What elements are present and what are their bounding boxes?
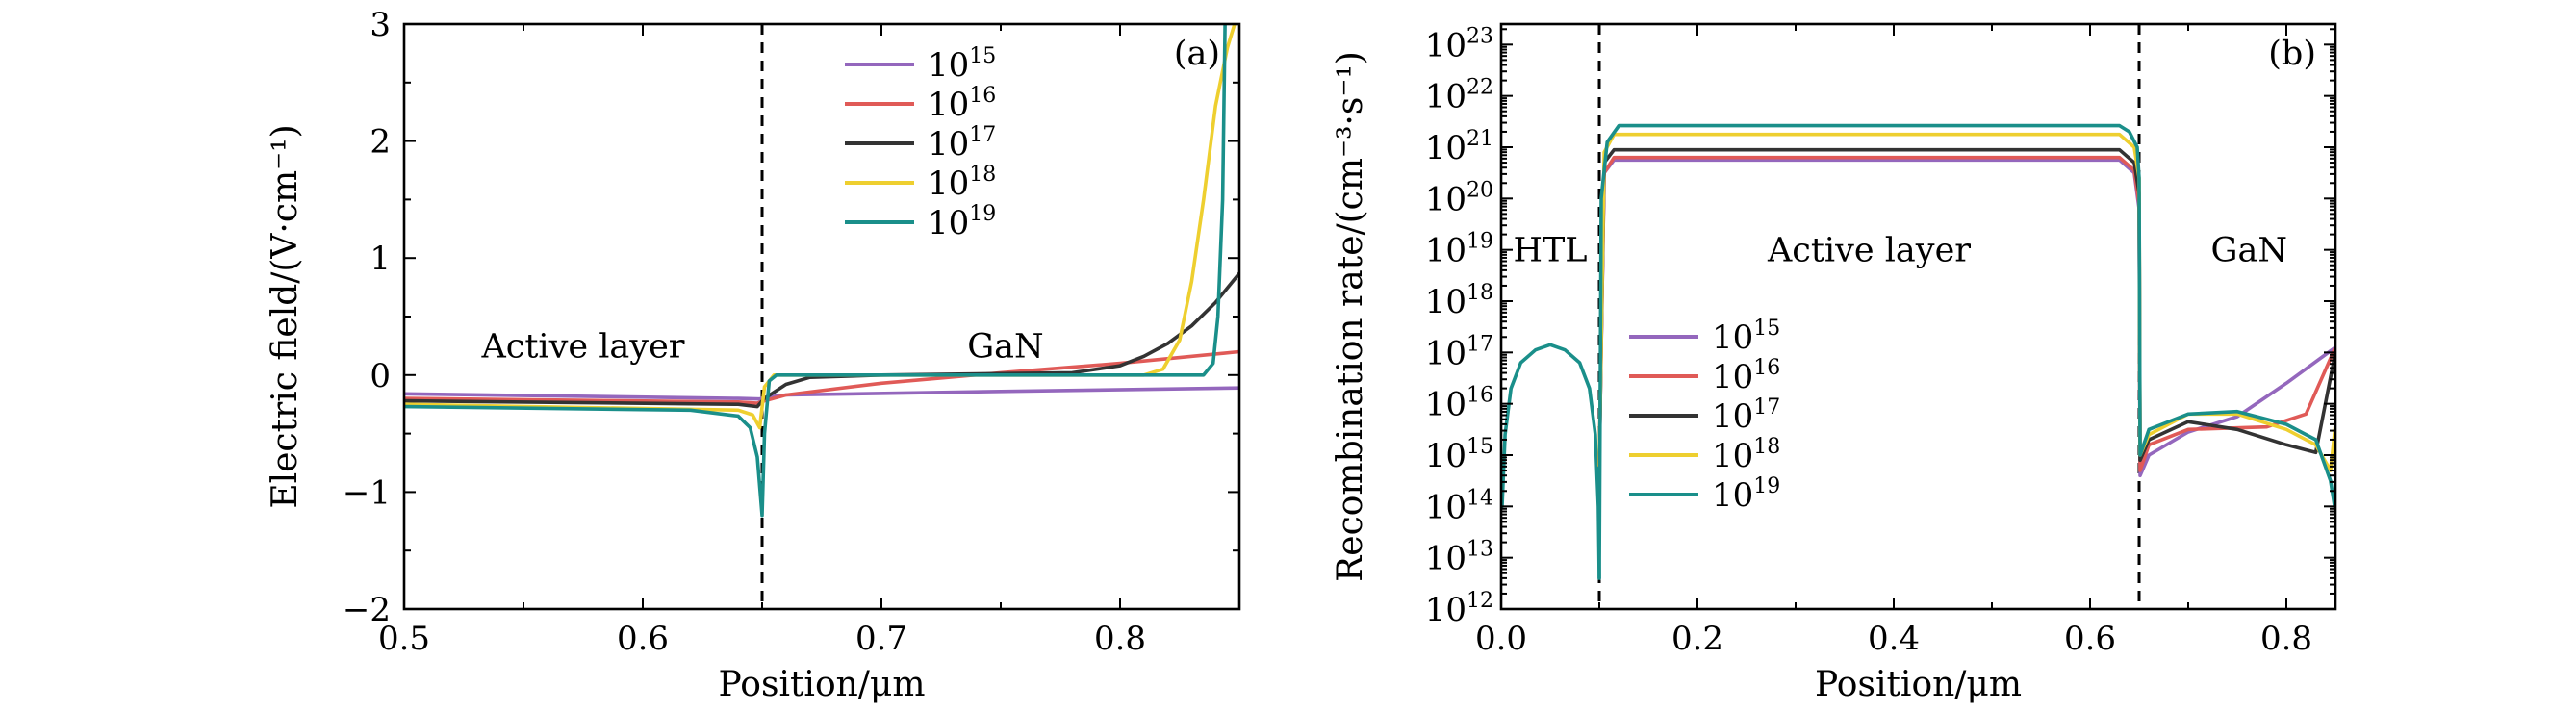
y-tick-label: 1018: [1425, 281, 1493, 321]
series-line-10e16: [404, 349, 1239, 405]
series-line-10e19: [404, 24, 1227, 518]
legend-label: 1019: [928, 202, 996, 242]
plot-frame: [402, 22, 1241, 611]
region-label: Active layer: [480, 327, 684, 366]
y-tick-label: 1: [370, 240, 391, 278]
legend-label: 1015: [1712, 317, 1780, 357]
y-tick-label: 3: [370, 6, 391, 44]
x-axis-label: Position/μm: [1815, 665, 2022, 704]
y-axis-label: Electric field/(V·cm⁻¹): [266, 124, 305, 508]
legend-label: 1017: [1712, 395, 1780, 436]
x-tick-label: 0.5: [378, 620, 430, 658]
plot-frame: [1499, 22, 2337, 611]
x-tick-label: 0.2: [1671, 620, 1723, 658]
y-tick-label: 0: [370, 357, 391, 395]
y-tick-label: −2: [343, 591, 391, 629]
region-label: HTL: [1513, 232, 1587, 270]
legend-label: 1015: [928, 44, 996, 85]
legend-label: 1019: [1712, 474, 1780, 515]
y-tick-label: 1015: [1425, 435, 1493, 475]
legend-label: 1016: [928, 84, 996, 124]
x-axis-label: Position/μm: [719, 665, 926, 704]
x-tick-label: 0.0: [1475, 620, 1527, 658]
y-tick-label: 1017: [1425, 332, 1493, 372]
chart-panel-b: 0.0 0.2 0.4 0.6 0.81012101310141015101610171…: [1331, 22, 2337, 704]
x-tick-label: 0.8: [1094, 620, 1146, 658]
x-tick-label: 0.4: [1868, 620, 1920, 658]
x-tick-label: 0.6: [2064, 620, 2116, 658]
y-tick-label: 1016: [1425, 384, 1493, 424]
legend-label: 1018: [1712, 435, 1780, 475]
region-label: GaN: [2211, 232, 2287, 270]
series-line-10e18: [404, 24, 1237, 430]
series-line-10e16: [1597, 155, 2335, 472]
x-tick-label: 0.8: [2260, 620, 2312, 658]
region-label: Active layer: [1767, 232, 1971, 270]
panel-label: (b): [2268, 35, 2316, 73]
series-line-10e17: [1597, 147, 2335, 468]
x-tick-label: 0.7: [855, 620, 907, 658]
chart-panel-a: 0.5 0.6 0.7 0.8 −2 −1 0 1 2 3 Position/μm Electric …: [266, 6, 1241, 704]
y-tick-label: 2: [370, 123, 391, 162]
y-tick-label: 1021: [1425, 127, 1493, 167]
y-tick-label: 1023: [1425, 24, 1493, 64]
y-tick-label: 1014: [1425, 486, 1493, 526]
y-tick-label: −1: [343, 473, 391, 512]
region-label: GaN: [967, 327, 1043, 366]
x-tick-label: 0.6: [617, 620, 669, 658]
y-tick-label: 1019: [1425, 230, 1493, 270]
series-line-htl: [1501, 343, 1601, 580]
panel-label: (a): [1174, 35, 1220, 73]
y-tick-label: 1013: [1425, 538, 1493, 578]
legend-label: 1017: [928, 123, 996, 164]
legend-label: 1016: [1712, 356, 1780, 396]
series-line-10e19: [1597, 123, 2335, 580]
y-tick-label: 1022: [1425, 76, 1493, 116]
y-axis-label: Recombination rate/(cm⁻³·s⁻¹): [1331, 51, 1370, 582]
y-tick-label: 1020: [1425, 178, 1493, 218]
legend-label: 1018: [928, 163, 996, 203]
